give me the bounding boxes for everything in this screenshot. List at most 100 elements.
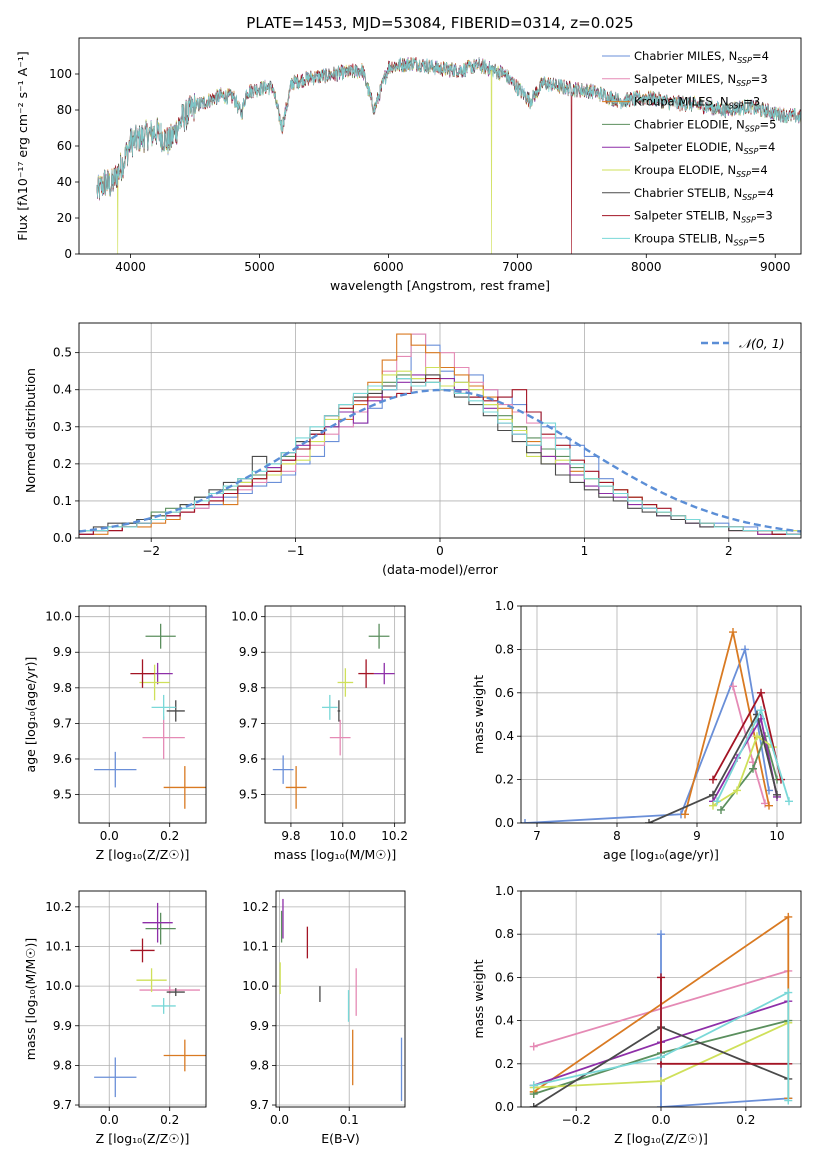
- legend-label: Salpeter STELIB, NSSP=3: [634, 209, 773, 225]
- panel-mass-vs-EBV: 0.0 0.1 9.7 9.8 9.9 10.0 10.1 10.2 E(B-V): [242, 890, 406, 1146]
- plot-area: [94, 902, 206, 1098]
- legend-sub: SSP: [736, 79, 751, 88]
- y-tick-label: 9.7: [53, 716, 72, 730]
- y-axis-label: Flux [fλ10⁻¹⁷ erg cm⁻² s⁻¹ A⁻¹]: [15, 51, 30, 240]
- x-axis-label: (data-model)/error: [382, 562, 499, 577]
- legend-sub: SSP: [744, 147, 759, 156]
- legend-label: 𝒩(0, 1): [739, 336, 785, 351]
- histogram-chabrier-stelib: [79, 374, 801, 535]
- y-tick-label: 9.5: [239, 788, 258, 802]
- weight-marker-kroupa-stelib: [784, 1096, 793, 1105]
- y-tick-label: 0.4: [495, 729, 514, 743]
- weight-marker-chabrier-stelib: [529, 1103, 538, 1107]
- y-tick-label: 10.2: [45, 900, 72, 914]
- legend-label: Chabrier STELIB, NSSP=4: [634, 186, 774, 202]
- plot-area: [79, 333, 801, 535]
- x-tick-label: 0.0: [651, 1113, 670, 1127]
- y-tick-label: 0.4: [53, 383, 72, 397]
- y-tick-label: 0.5: [53, 346, 72, 360]
- x-axis-label: Z [log₁₀(Z/Z☉)]: [96, 847, 190, 862]
- x-tick-label: −2: [142, 544, 160, 558]
- weight-marker-chabrier-stelib: [773, 790, 781, 799]
- legend-label: Kroupa ELODIE, NSSP=4: [634, 163, 768, 179]
- y-tick-label: 0.0: [495, 816, 514, 830]
- panel-age-vs-Z: 0.0 0.2 9.5 9.6 9.7 9.8 9.9 10.0 Z [log₁₀(Z/Z☉)]…: [23, 605, 207, 862]
- legend-n: =3: [751, 72, 768, 86]
- panel-mass-vs-Z: 0.0 0.2 9.7 9.8 9.9 10.0 10.1 10.2 Z [log₁₀(Z/Z☉…: [23, 890, 207, 1146]
- x-tick-label: 10.0: [329, 829, 356, 843]
- y-tick-label: 0.8: [495, 927, 514, 941]
- figure-title: PLATE=1453, MJD=53084, FIBERID=0314, z=0…: [246, 14, 633, 32]
- plot-area: [96, 56, 801, 254]
- y-tick-label: 0.8: [495, 642, 514, 656]
- y-tick-label: 0.2: [495, 1057, 514, 1071]
- legend-sub: SSP: [737, 56, 752, 65]
- legend-sub: SSP: [745, 124, 760, 133]
- weight-marker-salpeter-miles: [529, 1042, 538, 1051]
- histogram-salpeter-stelib: [79, 378, 801, 535]
- weight-marker-chabrier-miles: [521, 819, 529, 823]
- x-tick-label: −1: [287, 544, 305, 558]
- x-tick-label: 0.0: [100, 1113, 119, 1127]
- x-tick-label: 0.0: [270, 1113, 289, 1127]
- legend-n: =4: [752, 49, 769, 63]
- axis-frame: [78, 605, 207, 824]
- y-tick-label: 0.2: [495, 773, 514, 787]
- x-tick-label: 9000: [760, 260, 791, 274]
- x-tick-label: 1: [581, 544, 589, 558]
- legend-sub: SSP: [741, 216, 756, 225]
- x-tick-label: 8: [613, 829, 621, 843]
- weight-marker-chabrier-miles: [657, 930, 665, 939]
- y-tick-label: 9.6: [239, 752, 258, 766]
- legend-label: Kroupa STELIB, NSSP=5: [634, 231, 765, 247]
- y-tick-label: 9.8: [53, 1058, 72, 1072]
- plot-area: [279, 898, 403, 1102]
- y-tick-label: 9.5: [53, 788, 72, 802]
- weight-marker-chabrier-stelib: [709, 790, 717, 799]
- weight-marker-salpeter-stelib: [757, 688, 765, 697]
- x-axis-label: E(B-V): [321, 1131, 360, 1146]
- x-tick-label: 7000: [502, 260, 533, 274]
- spectrum-line-kroupa-stelib: [96, 57, 801, 199]
- x-tick-label: 8000: [631, 260, 662, 274]
- y-tick-label: 80: [57, 103, 72, 117]
- legend-label: Salpeter ELODIE, NSSP=4: [634, 140, 775, 156]
- weight-marker-kroupa-miles: [784, 912, 793, 921]
- y-tick-label: 0.0: [495, 1100, 514, 1114]
- weight-marker-kroupa-elodie: [657, 1077, 665, 1086]
- x-tick-label: −0.2: [562, 1113, 591, 1127]
- y-tick-label: 9.9: [53, 1019, 72, 1033]
- y-tick-label: 9.8: [53, 681, 72, 695]
- x-tick-label: 0.0: [100, 829, 119, 843]
- plot-area: [529, 912, 793, 1107]
- weight-line-salpeter-elodie: [712, 716, 778, 802]
- weight-marker-salpeter-stelib: [709, 775, 717, 784]
- legend-label: Kroupa MILES, NSSP=3: [634, 95, 760, 111]
- weight-line-kroupa-elodie: [712, 734, 774, 807]
- weight-line-chabrier-stelib: [648, 712, 778, 823]
- legend-n: =4: [757, 186, 774, 200]
- legend-n: =3: [743, 95, 760, 109]
- weight-marker-kroupa-elodie: [709, 801, 717, 810]
- weight-marker-kroupa-stelib: [785, 797, 793, 806]
- y-tick-label: 9.7: [250, 1098, 269, 1112]
- x-tick-label: 0.1: [340, 1113, 359, 1127]
- legend-sub: SSP: [734, 238, 749, 247]
- weight-marker-kroupa-stelib: [757, 706, 765, 715]
- x-tick-label: 2: [725, 544, 733, 558]
- legend-n: =3: [756, 209, 773, 223]
- axis-frame: [520, 605, 802, 824]
- panel-residuals: −2 −1 0 1 2 0.0 0.1 0.2 0.3 0.4 0.5 (data-model)/er…: [23, 322, 802, 577]
- weight-marker-kroupa-stelib: [713, 797, 721, 806]
- panel-age-vs-mass: 9.8 10.0 10.2 9.5 9.6 9.7 9.8 9.9 10.0 mass [log₁…: [231, 605, 408, 862]
- x-tick-label: 7: [533, 829, 541, 843]
- weight-line-kroupa-miles: [684, 631, 770, 815]
- weight-marker-kroupa-elodie: [733, 786, 741, 795]
- y-tick-label: 100: [49, 67, 72, 81]
- weight-marker-chabrier-miles: [657, 1103, 665, 1107]
- legend-n: =4: [751, 163, 768, 177]
- weight-marker-chabrier-miles: [741, 645, 749, 654]
- weight-marker-kroupa-elodie: [753, 732, 761, 741]
- x-axis-label: age [log₁₀(age/yr)]: [603, 847, 719, 862]
- y-tick-label: 10.0: [45, 979, 72, 993]
